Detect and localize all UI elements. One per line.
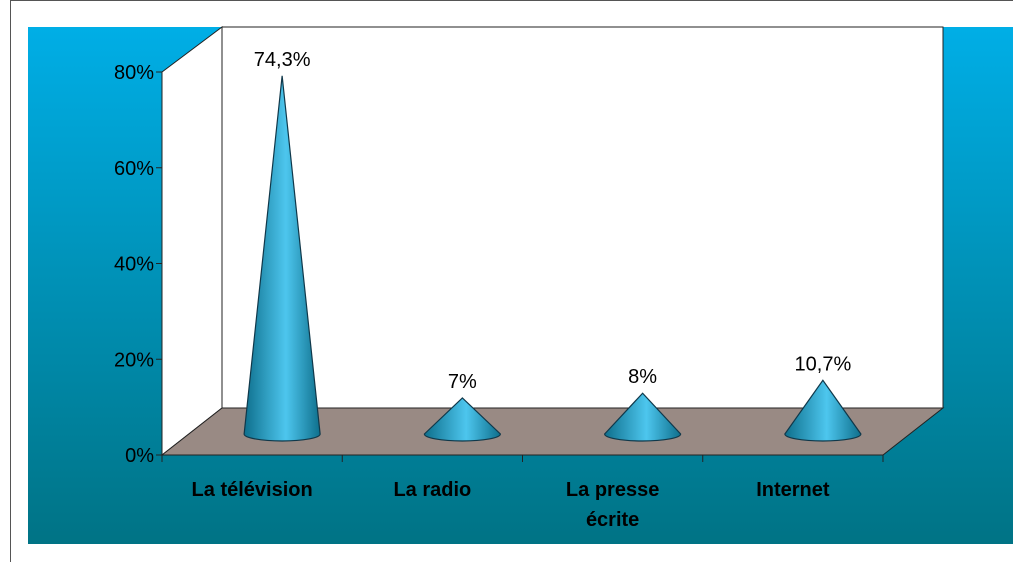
cone-3	[604, 392, 682, 442]
y-tick-label: 20%	[114, 349, 154, 371]
y-tick-label: 0%	[125, 445, 154, 467]
cone-body	[784, 379, 862, 442]
y-tick-label: 40%	[114, 254, 154, 276]
category-label: La radio	[393, 479, 471, 501]
data-label: 10,7%	[795, 353, 852, 375]
cone-1	[243, 75, 321, 442]
back-wall	[221, 26, 944, 409]
side-wall	[161, 26, 223, 457]
data-label: 7%	[448, 371, 477, 393]
chart-frame	[10, 0, 1013, 562]
category-label: La télévision	[192, 479, 313, 501]
y-tick-label: 80%	[114, 62, 154, 84]
cone-body	[604, 392, 682, 442]
cone-4	[784, 379, 862, 442]
category-label: Internet	[756, 479, 830, 501]
data-label: 8%	[628, 366, 657, 388]
cone-body	[423, 397, 501, 442]
cone-body	[243, 75, 321, 442]
cone-2	[423, 397, 501, 442]
y-tick-label: 60%	[114, 158, 154, 180]
data-label: 74,3%	[254, 49, 311, 71]
category-label: La presse écrite	[566, 479, 659, 531]
